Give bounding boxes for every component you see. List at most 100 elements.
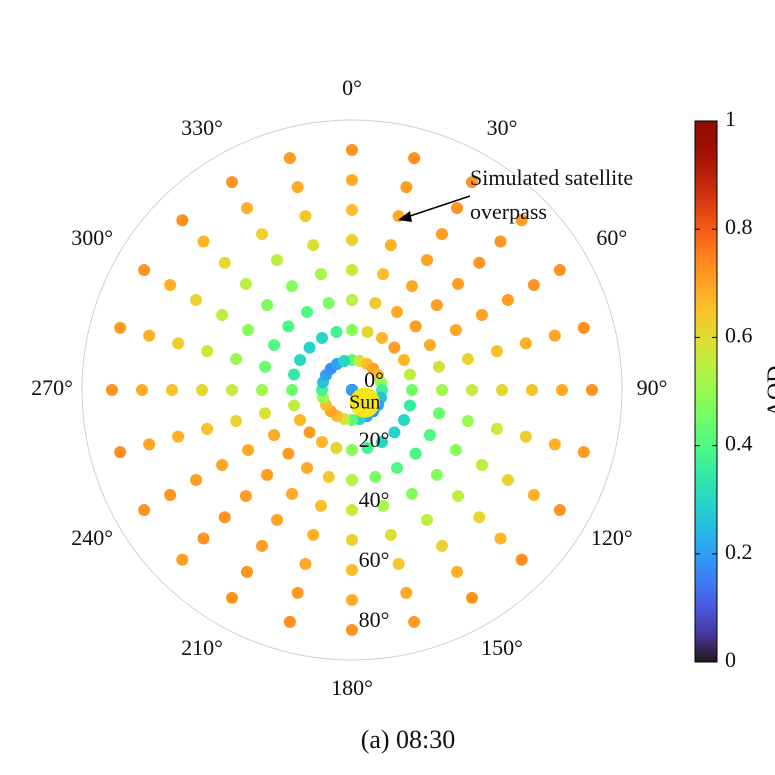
data-point <box>256 384 268 396</box>
data-point <box>201 422 214 435</box>
theta-tick-label: 300° <box>71 225 113 250</box>
data-point <box>451 565 463 578</box>
data-point <box>268 339 281 351</box>
data-point <box>201 345 214 358</box>
data-point <box>282 320 295 333</box>
data-point <box>496 384 508 396</box>
data-point <box>449 324 462 336</box>
data-point <box>316 332 328 345</box>
data-point <box>286 280 298 293</box>
data-point <box>526 384 538 396</box>
data-point <box>166 384 178 396</box>
data-point <box>397 354 410 366</box>
theta-tick-label: 0° <box>342 75 362 100</box>
r-tick-label: 0° <box>364 367 384 392</box>
data-point <box>216 459 229 471</box>
data-point <box>421 254 433 267</box>
r-tick-label: 20° <box>359 427 390 452</box>
data-point <box>377 499 390 512</box>
annotation-arrow <box>403 195 471 219</box>
data-point <box>241 202 253 215</box>
data-point <box>271 254 283 267</box>
data-point <box>392 557 405 570</box>
data-point <box>283 152 296 165</box>
data-point <box>226 176 238 189</box>
data-point <box>261 468 274 481</box>
data-point <box>577 321 590 334</box>
data-point <box>406 487 418 500</box>
r-tick-label: 80° <box>359 607 390 632</box>
r-tick-label: 40° <box>359 487 390 512</box>
data-point <box>197 532 210 545</box>
theta-tick-label: 330° <box>181 115 223 140</box>
data-point <box>553 264 566 276</box>
data-point <box>164 279 177 291</box>
data-point <box>259 360 272 373</box>
theta-tick-label: 60° <box>596 225 627 250</box>
data-point <box>473 256 486 269</box>
annotation: Simulated satellite <box>470 165 633 190</box>
data-point <box>216 309 229 321</box>
data-point <box>501 294 514 306</box>
colorbar-tick-label: 0.2 <box>725 539 753 564</box>
sun-label: Sun <box>349 391 380 413</box>
data-point <box>346 324 358 336</box>
polar-frame <box>81 119 623 661</box>
arrow-head <box>398 211 412 222</box>
data-point <box>346 504 358 516</box>
data-point <box>466 591 478 604</box>
data-point <box>548 438 561 451</box>
data-point <box>226 384 238 396</box>
colorbar-tick-label: 0.6 <box>725 322 753 347</box>
data-point <box>283 615 296 628</box>
data-point <box>494 532 507 545</box>
data-point <box>361 326 374 339</box>
theta-tick-label: 210° <box>181 635 223 660</box>
data-point <box>261 299 274 312</box>
data-point <box>346 174 358 186</box>
data-point <box>136 384 148 396</box>
data-point <box>361 441 374 454</box>
data-point <box>294 354 307 366</box>
data-point <box>190 474 203 486</box>
data-point <box>432 407 445 420</box>
data-point <box>473 511 486 524</box>
data-point <box>268 429 281 441</box>
data-point <box>301 461 313 474</box>
data-point <box>490 345 503 358</box>
theta-tick-label: 240° <box>71 525 113 550</box>
data-point <box>548 329 561 342</box>
data-point <box>346 564 358 576</box>
data-point <box>346 144 358 156</box>
data-point <box>197 235 210 248</box>
data-point <box>172 430 185 443</box>
data-point <box>259 407 272 420</box>
data-point <box>466 176 478 189</box>
data-point <box>241 565 253 578</box>
data-point <box>527 489 540 501</box>
data-point <box>515 214 528 227</box>
data-point <box>176 214 189 227</box>
data-point <box>282 447 295 460</box>
data-point <box>299 210 312 223</box>
data-point <box>303 341 316 354</box>
data-point <box>286 487 298 500</box>
data-point <box>143 329 156 342</box>
colorbar-tick-label: 0 <box>725 647 736 672</box>
data-point <box>346 534 358 546</box>
data-point <box>397 414 410 426</box>
data-point <box>138 264 151 276</box>
data-point <box>322 297 335 310</box>
data-point <box>114 446 127 459</box>
data-point <box>409 447 422 460</box>
colorbar-label: AOD <box>764 366 775 418</box>
data-point <box>430 468 443 481</box>
data-point <box>164 489 177 501</box>
data-point <box>430 299 443 312</box>
data-point <box>388 426 401 439</box>
theta-tick-label: 270° <box>31 375 73 400</box>
data-point <box>346 294 358 306</box>
data-point <box>346 234 358 246</box>
data-point <box>288 368 301 381</box>
data-point <box>299 557 312 570</box>
